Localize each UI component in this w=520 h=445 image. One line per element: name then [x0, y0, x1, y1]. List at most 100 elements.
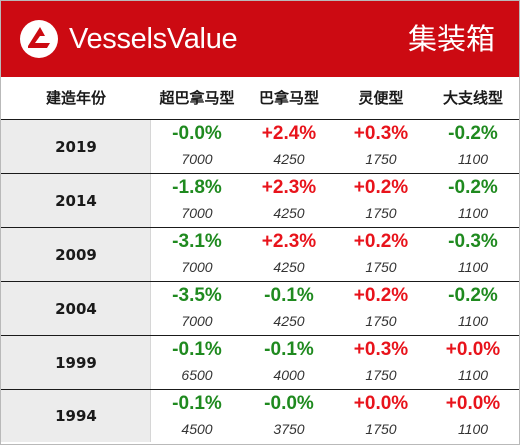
percent-change: +0.2%: [353, 231, 409, 252]
column-header-row: 建造年份 超巴拿马型 巴拿马型 灵便型 大支线型: [1, 77, 519, 119]
vessel-value: 3750: [273, 421, 305, 437]
table-row: 2009 -3.1% 7000 +2.3% 4250 +0.2% 1750 -0.3% 1100: [1, 227, 519, 281]
vessel-value: 1750: [365, 313, 397, 329]
percent-change: +0.2%: [353, 285, 409, 306]
vessel-value: 4000: [273, 367, 305, 383]
value-cell-panamax: +2.3% 4250: [243, 174, 335, 227]
year-cell: [1, 336, 151, 389]
vessel-value: 4250: [273, 205, 305, 221]
header-bar: VesselsValue 集装箱: [1, 1, 519, 77]
percent-change: -0.2%: [448, 177, 498, 198]
year-cell: [1, 120, 151, 173]
value-cell-post-panamax: -0.1% 4500: [151, 390, 243, 442]
vessel-value: 1750: [365, 421, 397, 437]
percent-change: -0.0%: [172, 123, 222, 144]
vessel-value: 4250: [273, 259, 305, 275]
vessel-value: 6500: [181, 367, 213, 383]
percent-change: +0.2%: [353, 177, 409, 198]
percent-change: +2.4%: [261, 123, 317, 144]
column-header-build-year: 建造年份: [45, 89, 106, 107]
vessel-value: 1100: [457, 313, 489, 329]
page-title: 集装箱: [407, 22, 495, 56]
value-cell-feeder-max: -0.2% 1100: [427, 282, 519, 335]
build-year-label: 1999: [55, 353, 97, 372]
value-cell-panamax: +2.3% 4250: [243, 228, 335, 281]
percent-change: -0.2%: [448, 123, 498, 144]
table-row: 2019 -0.0% 7000 +2.4% 4250 +0.3% 1750 -0.2% 1100: [1, 119, 519, 173]
vessel-value: 1100: [457, 421, 489, 437]
vessel-value: 4250: [273, 151, 305, 167]
vessel-value: 1100: [457, 151, 489, 167]
value-cell-feeder-max: -0.2% 1100: [427, 174, 519, 227]
percent-change: -0.1%: [264, 339, 314, 360]
percent-change: -1.8%: [172, 177, 222, 198]
value-cell-panamax: -0.1% 4000: [243, 336, 335, 389]
value-cell-feeder-max: -0.2% 1100: [427, 120, 519, 173]
value-cell-feeder-max: -0.3% 1100: [427, 228, 519, 281]
percent-change: +0.3%: [353, 339, 409, 360]
percent-change: -0.3%: [448, 231, 498, 252]
table-row: 1994 -0.1% 4500 -0.0% 3750 +0.0% 1750 +0.0% 1100: [1, 389, 519, 442]
percent-change: +0.0%: [353, 393, 409, 414]
vessel-value: 7000: [181, 259, 213, 275]
value-cell-handy: +0.2% 1750: [335, 228, 427, 281]
value-cell-feeder-max: +0.0% 1100: [427, 390, 519, 442]
vessel-value: 7000: [181, 313, 213, 329]
percent-change: -0.1%: [172, 339, 222, 360]
value-cell-post-panamax: -3.5% 7000: [151, 282, 243, 335]
build-year-label: 1994: [55, 407, 97, 425]
value-cell-panamax: -0.0% 3750: [243, 390, 335, 442]
value-cell-panamax: -0.1% 4250: [243, 282, 335, 335]
column-header-post-panamax: 超巴拿马型: [159, 89, 235, 107]
table-body: 2019 -0.0% 7000 +2.4% 4250 +0.3% 1750 -0.2% 1100…: [1, 119, 519, 442]
year-cell: [1, 390, 151, 442]
percent-change: +2.3%: [261, 177, 317, 198]
vessel-value: 1750: [365, 367, 397, 383]
vesselsvalue-logo-icon: [20, 20, 58, 58]
percent-change: +0.3%: [353, 123, 409, 144]
build-year-label: 2019: [55, 137, 97, 156]
percent-change: -0.1%: [264, 285, 314, 306]
table-row: 2004 -3.5% 7000 -0.1% 4250 +0.2% 1750 -0.2% 1100: [1, 281, 519, 335]
table-row: 2014 -1.8% 7000 +2.3% 4250 +0.2% 1750 -0.2% 1100: [1, 173, 519, 227]
percent-change: +2.3%: [261, 231, 317, 252]
vessel-value: 1100: [457, 205, 489, 221]
vessel-value: 1750: [365, 205, 397, 221]
year-cell: [1, 282, 151, 335]
value-cell-post-panamax: -0.0% 7000: [151, 120, 243, 173]
vessel-value: 1100: [457, 259, 489, 275]
vessel-value: 4250: [273, 313, 305, 329]
column-header-handy: 灵便型: [358, 89, 404, 107]
vessel-value: 7000: [181, 151, 213, 167]
vessel-value: 7000: [181, 205, 213, 221]
percent-change: +0.0%: [445, 339, 501, 360]
vessel-value: 1750: [365, 259, 397, 275]
percent-change: +0.0%: [445, 393, 501, 414]
value-cell-post-panamax: -1.8% 7000: [151, 174, 243, 227]
vessel-value: 1750: [365, 151, 397, 167]
percent-change: -3.5%: [172, 285, 222, 306]
value-cell-handy: +0.2% 1750: [335, 282, 427, 335]
vessel-value: 4500: [181, 421, 213, 437]
percent-change: -0.1%: [172, 393, 222, 414]
percent-change: -0.2%: [448, 285, 498, 306]
build-year-label: 2004: [55, 299, 97, 318]
year-cell: [1, 174, 151, 227]
table-row: 1999 -0.1% 6500 -0.1% 4000 +0.3% 1750 +0.0% 1100: [1, 335, 519, 389]
column-header-feeder-max: 大支线型: [442, 89, 503, 107]
build-year-label: 2009: [55, 245, 97, 264]
value-cell-handy: +0.2% 1750: [335, 174, 427, 227]
value-cell-post-panamax: -3.1% 7000: [151, 228, 243, 281]
value-cell-post-panamax: -0.1% 6500: [151, 336, 243, 389]
percent-change: -0.0%: [264, 393, 314, 414]
column-header-panamax: 巴拿马型: [258, 89, 319, 107]
build-year-label: 2014: [55, 191, 97, 210]
percent-change: -3.1%: [172, 231, 222, 252]
value-cell-handy: +0.0% 1750: [335, 390, 427, 442]
value-cell-handy: +0.3% 1750: [335, 120, 427, 173]
value-cell-panamax: +2.4% 4250: [243, 120, 335, 173]
value-cell-feeder-max: +0.0% 1100: [427, 336, 519, 389]
vessel-value: 1100: [457, 367, 489, 383]
value-cell-handy: +0.3% 1750: [335, 336, 427, 389]
